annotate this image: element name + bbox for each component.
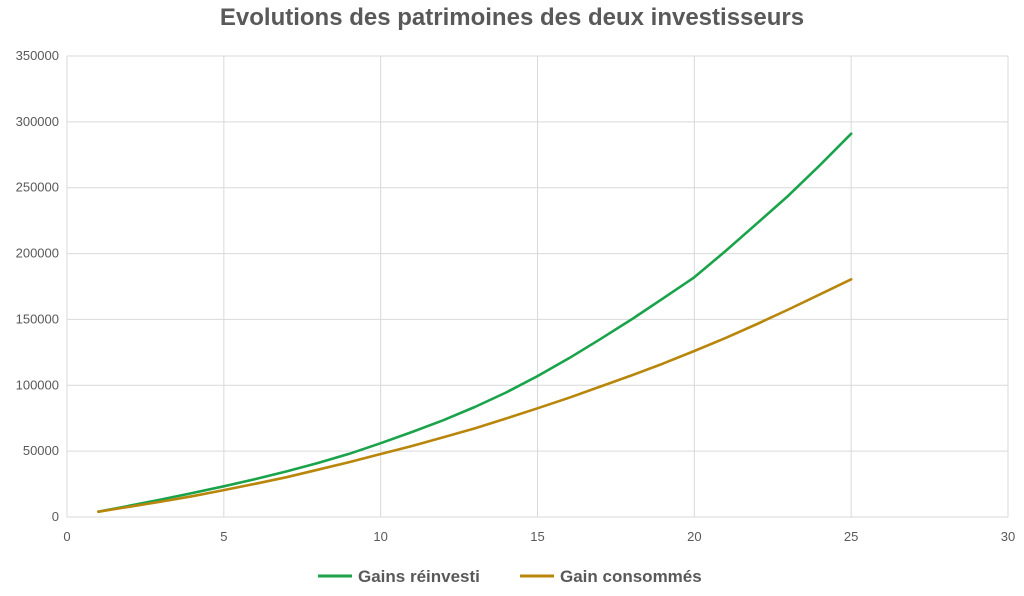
- series-lines: [97, 132, 853, 514]
- legend-label: Gain consommés: [560, 567, 702, 586]
- x-tick-label: 30: [1001, 529, 1015, 544]
- y-axis-ticks: 0 50000 100000 150000 200000 250000 300000 3500…: [16, 48, 59, 524]
- y-tick-label: 150000: [16, 311, 59, 326]
- y-tick-label: 200000: [16, 246, 59, 261]
- series-line-2: [97, 277, 853, 514]
- legend-item-2: Gain consommés: [520, 567, 702, 586]
- legend-item-1: Gains réinvesti: [318, 567, 480, 586]
- y-tick-label: 350000: [16, 48, 59, 63]
- y-tick-label: 100000: [16, 377, 59, 392]
- x-tick-label: 15: [530, 529, 544, 544]
- y-tick-label: 50000: [23, 443, 59, 458]
- y-tick-label: 0: [52, 509, 59, 524]
- series-line-1: [97, 132, 853, 514]
- legend-label: Gains réinvesti: [358, 567, 480, 586]
- y-tick-label: 300000: [16, 114, 59, 129]
- x-tick-label: 20: [687, 529, 701, 544]
- x-tick-label: 10: [373, 529, 387, 544]
- y-tick-label: 250000: [16, 180, 59, 195]
- legend: Gains réinvesti Gain consommés: [318, 567, 702, 586]
- x-axis-ticks: 0 5 10 15 20 25 30: [63, 529, 1015, 544]
- chart-title: Evolutions des patrimoines des deux inve…: [219, 4, 805, 31]
- x-tick-label: 25: [844, 529, 858, 544]
- grid-lines: [66, 55, 1009, 518]
- x-tick-label: 5: [220, 529, 227, 544]
- x-tick-label: 0: [63, 529, 70, 544]
